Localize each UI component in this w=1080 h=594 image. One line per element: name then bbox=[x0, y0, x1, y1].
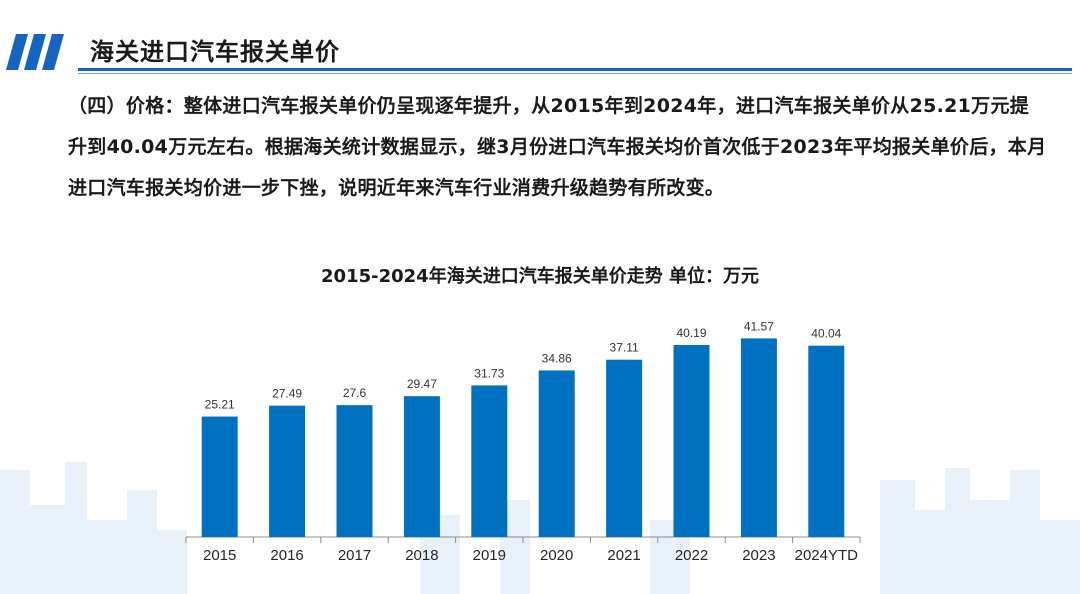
chart-title: 2015-2024年海关进口汽车报关单价走势 单位：万元 bbox=[321, 266, 759, 287]
bar-2018 bbox=[403, 396, 440, 537]
x-tick-label-2024YTD: 2024YTD bbox=[795, 547, 859, 564]
bar-2019 bbox=[471, 385, 508, 537]
page-title: 海关进口汽车报关单价 bbox=[90, 38, 340, 66]
data-label-2015: 25.21 bbox=[205, 398, 235, 412]
x-tick-label-2019: 2019 bbox=[473, 547, 506, 564]
data-label-2021: 37.11 bbox=[610, 341, 639, 355]
header: 海关进口汽车报关单价 bbox=[0, 24, 1080, 74]
x-tick-label-2021: 2021 bbox=[607, 547, 640, 564]
data-label-2019: 31.73 bbox=[474, 366, 504, 380]
x-tick-label-2022: 2022 bbox=[675, 547, 708, 564]
x-tick-label-2017: 2017 bbox=[338, 547, 371, 564]
x-tick-label-2020: 2020 bbox=[540, 547, 573, 564]
data-label-2020: 34.86 bbox=[542, 351, 572, 365]
bar-2023 bbox=[740, 338, 777, 537]
data-label-2023: 41.57 bbox=[744, 319, 774, 333]
header-divider-thin bbox=[78, 73, 1072, 74]
bar-2021 bbox=[606, 359, 643, 537]
bar-2022 bbox=[673, 344, 710, 537]
x-tick-label-2016: 2016 bbox=[270, 547, 303, 564]
data-label-2017: 27.6 bbox=[343, 386, 367, 400]
x-tick-label-2015: 2015 bbox=[203, 547, 236, 564]
data-label-2024YTD: 40.04 bbox=[811, 327, 841, 341]
description-paragraph: （四）价格：整体进口汽车报关单价仍呈现逐年提升，从2015年到2024年，进口汽… bbox=[68, 95, 1047, 199]
bar-2015 bbox=[201, 416, 238, 537]
data-label-2016: 27.49 bbox=[272, 387, 302, 401]
header-divider bbox=[78, 68, 1072, 71]
bar-2017 bbox=[336, 405, 373, 537]
header-stripes-icon bbox=[6, 34, 64, 70]
x-tick-label-2018: 2018 bbox=[405, 547, 438, 564]
data-label-2022: 40.19 bbox=[676, 326, 706, 340]
data-label-2018: 29.47 bbox=[407, 377, 437, 391]
bar-2016 bbox=[269, 405, 306, 537]
bar-2024YTD bbox=[808, 345, 845, 537]
bar-2020 bbox=[538, 370, 575, 537]
x-tick-label-2023: 2023 bbox=[742, 547, 775, 564]
